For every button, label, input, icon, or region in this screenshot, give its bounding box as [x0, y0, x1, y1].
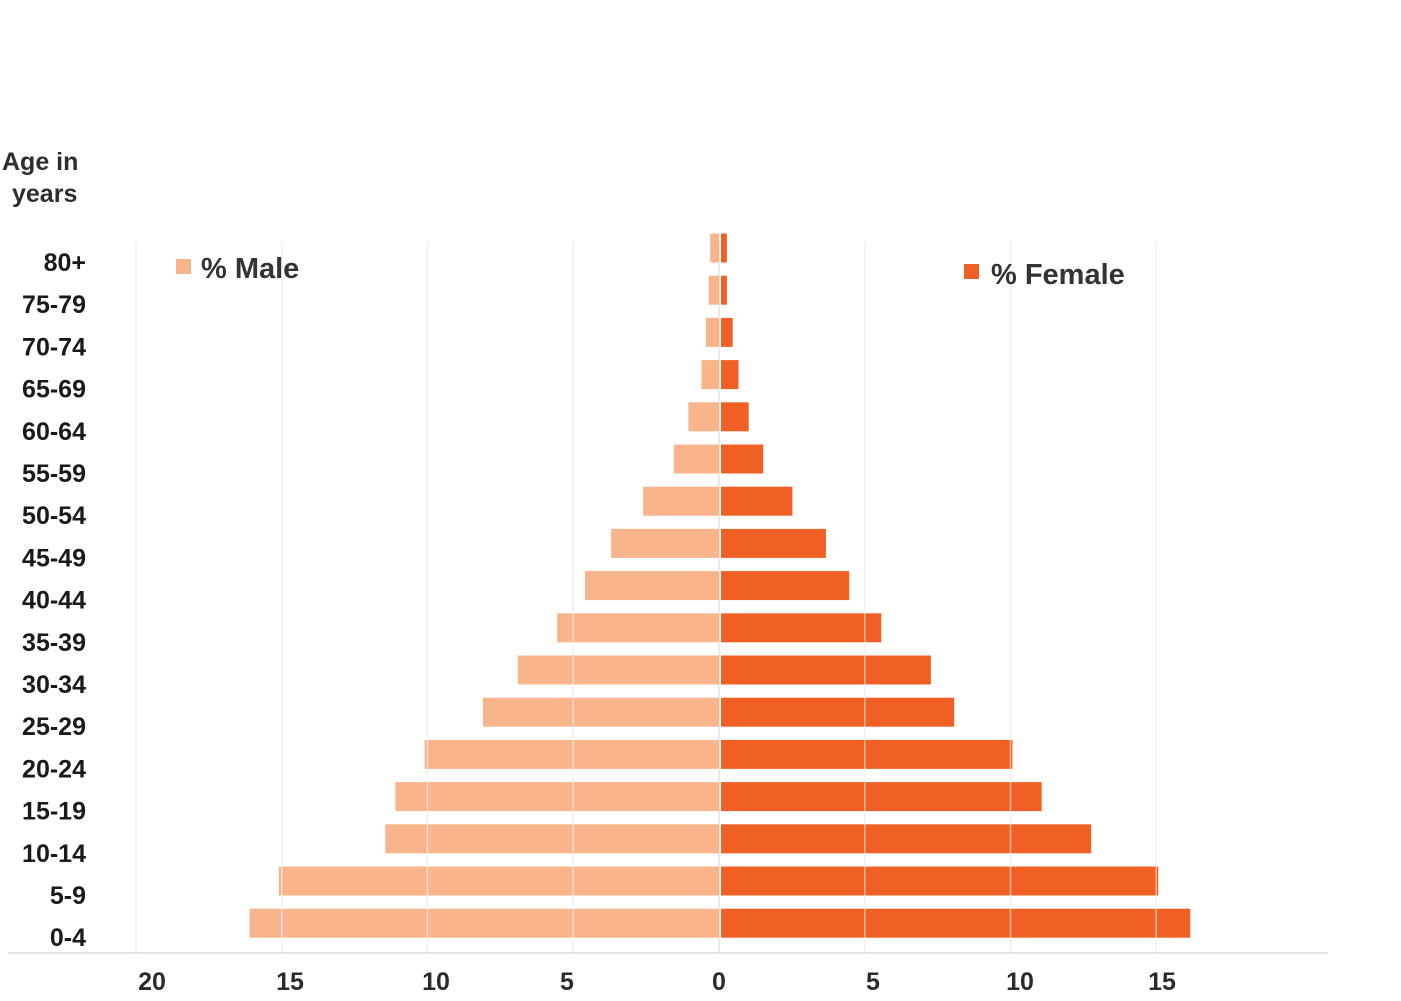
bar-female-5-9: [721, 867, 1158, 896]
bar-male-65-69: [702, 360, 719, 389]
age-label-10-14: 10-14: [22, 840, 86, 868]
bar-male-80+: [710, 234, 719, 263]
bar-female-70-74: [721, 318, 733, 347]
bar-female-30-34: [721, 656, 931, 685]
age-group-labels: 80+ 75-79 70-74 65-69 60-64 55-59 50-54 45-49 40…: [22, 249, 86, 952]
age-label-35-39: 35-39: [22, 629, 86, 657]
x-tick-label-0: 20: [138, 968, 166, 996]
bar-female-10-14: [721, 824, 1091, 853]
age-label-75-79: 75-79: [22, 291, 86, 319]
bar-female-55-59: [721, 445, 763, 474]
legend-male-label: % Male: [201, 253, 299, 285]
bar-male-35-39: [557, 613, 719, 642]
bar-male-50-54: [643, 487, 719, 516]
age-label-55-59: 55-59: [22, 460, 86, 488]
x-tick-label-3: 5: [560, 968, 574, 996]
bar-female-35-39: [721, 613, 881, 642]
age-label-30-34: 30-34: [22, 671, 86, 699]
age-label-25-29: 25-29: [22, 713, 86, 741]
bar-female-20-24: [721, 740, 1013, 769]
legend-female: % Female: [964, 259, 1125, 291]
legend-female-swatch: [964, 264, 979, 279]
age-label-70-74: 70-74: [22, 333, 86, 361]
age-label-5-9: 5-9: [50, 882, 86, 910]
bar-male-15-19: [395, 782, 719, 811]
male-bars: [250, 234, 719, 938]
age-label-40-44: 40-44: [22, 587, 86, 615]
x-tick-label-6: 10: [1006, 968, 1034, 996]
bar-male-25-29: [483, 698, 719, 727]
x-tick-label-4: 0: [712, 968, 726, 996]
bar-female-60-64: [721, 402, 749, 431]
age-label-65-69: 65-69: [22, 376, 86, 404]
y-axis-title-line-2: years: [12, 180, 77, 208]
age-label-60-64: 60-64: [22, 418, 86, 446]
bar-female-15-19: [721, 782, 1042, 811]
y-axis-title-line-1: Age in: [2, 148, 78, 176]
x-tick-label-2: 10: [422, 968, 450, 996]
age-label-0-4: 0-4: [50, 924, 86, 952]
bar-female-50-54: [721, 487, 792, 516]
age-label-45-49: 45-49: [22, 544, 86, 572]
bar-female-0-4: [721, 909, 1190, 938]
bar-male-30-34: [518, 656, 719, 685]
bar-female-40-44: [721, 571, 849, 600]
bar-male-55-59: [674, 445, 719, 474]
population-pyramid-chart: 80+ 75-79 70-74 65-69 60-64 55-59 50-54 45-49 40…: [0, 0, 1401, 1001]
bar-male-60-64: [688, 402, 719, 431]
bar-male-40-44: [585, 571, 719, 600]
x-tick-label-1: 15: [276, 968, 304, 996]
bar-male-75-79: [709, 276, 719, 305]
age-label-15-19: 15-19: [22, 798, 86, 826]
bar-male-5-9: [279, 867, 719, 896]
female-bars: [721, 234, 1190, 938]
bar-male-20-24: [425, 740, 719, 769]
legend-male-swatch: [176, 259, 191, 274]
bar-female-65-69: [721, 360, 738, 389]
x-tick-label-5: 5: [866, 968, 880, 996]
bar-male-0-4: [250, 909, 719, 938]
bar-male-70-74: [706, 318, 719, 347]
bar-female-80+: [721, 234, 727, 263]
bar-male-45-49: [611, 529, 719, 558]
bar-female-45-49: [721, 529, 826, 558]
bar-female-75-79: [721, 276, 727, 305]
x-tick-labels: 20 15 10 5 0 5 10 15: [138, 968, 1176, 996]
age-label-50-54: 50-54: [22, 502, 86, 530]
age-label-20-24: 20-24: [22, 755, 86, 783]
bar-female-25-29: [721, 698, 954, 727]
legend-male: % Male: [176, 253, 299, 285]
x-tick-label-7: 15: [1148, 968, 1176, 996]
age-label-80+: 80+: [44, 249, 86, 277]
legend-female-label: % Female: [991, 259, 1125, 291]
bar-male-10-14: [385, 824, 719, 853]
